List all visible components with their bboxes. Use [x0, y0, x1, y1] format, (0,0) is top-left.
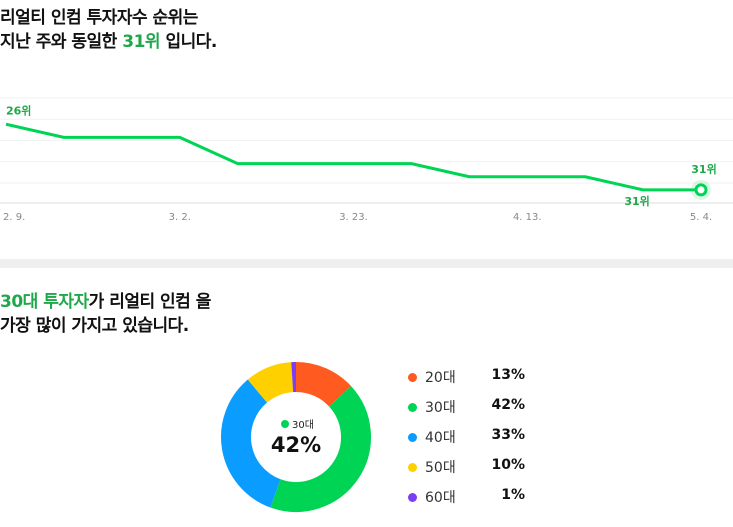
rank-series-line	[5, 122, 701, 192]
donut-slice	[295, 362, 352, 407]
legend-dot	[408, 493, 417, 502]
age-legend: 20대 13% 30대 42% 40대 33% 50대 10% 60대 1%	[405, 364, 525, 514]
legend-label: 40대	[425, 430, 456, 446]
legend-dot	[408, 373, 417, 382]
rank-heading-line2: 지난 주와 동일한 31위 입니다.	[0, 30, 217, 54]
legend-item: 20대 13%	[405, 364, 525, 394]
donut-slice	[270, 386, 371, 512]
age-heading-highlight: 30대 투자자	[0, 292, 89, 312]
x-tick-label: 3. 23.	[339, 212, 368, 223]
rank-point-label: 31위	[691, 163, 716, 176]
legend-value: 13%	[491, 367, 525, 383]
legend-dot	[408, 463, 417, 472]
legend-value: 10%	[491, 457, 525, 473]
rank-line-chart: 26위 31위 31위 2. 9. 3. 2. 3. 23. 4. 13. 5. 4.	[0, 97, 733, 223]
rank-heading-rank: 31위	[122, 32, 161, 52]
legend-item: 50대 10%	[405, 454, 525, 484]
x-tick-label: 4. 13.	[513, 212, 542, 223]
age-heading-line2: 가장 많이 가지고 있습니다.	[0, 316, 189, 336]
age-heading: 30대 투자자가 리얼티 인컴 을 가장 많이 가지고 있습니다.	[0, 290, 211, 338]
legend-value: 1%	[501, 487, 525, 503]
legend-dot	[408, 403, 417, 412]
legend-item: 40대 33%	[405, 424, 525, 454]
x-tick-label: 2. 9.	[3, 212, 25, 223]
legend-item: 60대 1%	[405, 484, 525, 514]
rank-point-label: 26위	[6, 104, 31, 117]
center-label: 30대	[292, 419, 314, 431]
legend-label: 50대	[425, 460, 456, 476]
x-tick-label: 3. 2.	[169, 212, 191, 223]
section-divider	[0, 259, 733, 268]
age-heading-line1: 30대 투자자가 리얼티 인컴 을	[0, 290, 211, 314]
legend-item: 30대 42%	[405, 394, 525, 424]
rank-heading-pre: 지난 주와 동일한	[0, 32, 123, 52]
donut-slice	[221, 379, 282, 508]
rank-heading: 리얼티 인컴 투자자수 순위는 지난 주와 동일한 31위 입니다.	[0, 6, 217, 54]
legend-dot	[408, 433, 417, 442]
legend-label: 20대	[425, 370, 456, 386]
rank-point-label: 31위	[624, 195, 649, 208]
x-tick-label: 5. 4.	[690, 212, 712, 223]
legend-value: 33%	[491, 427, 525, 443]
rank-heading-post: 입니다.	[160, 32, 217, 52]
legend-label: 30대	[425, 400, 456, 416]
donut-slice	[247, 362, 294, 404]
latest-point	[694, 183, 708, 197]
center-value: 42%	[271, 433, 321, 457]
center-dot	[281, 420, 289, 428]
legend-value: 42%	[491, 397, 525, 413]
legend-label: 60대	[425, 490, 456, 506]
age-heading-post: 가 리얼티 인컴 을	[88, 292, 212, 312]
rank-heading-line1: 리얼티 인컴 투자자수 순위는	[0, 8, 198, 28]
